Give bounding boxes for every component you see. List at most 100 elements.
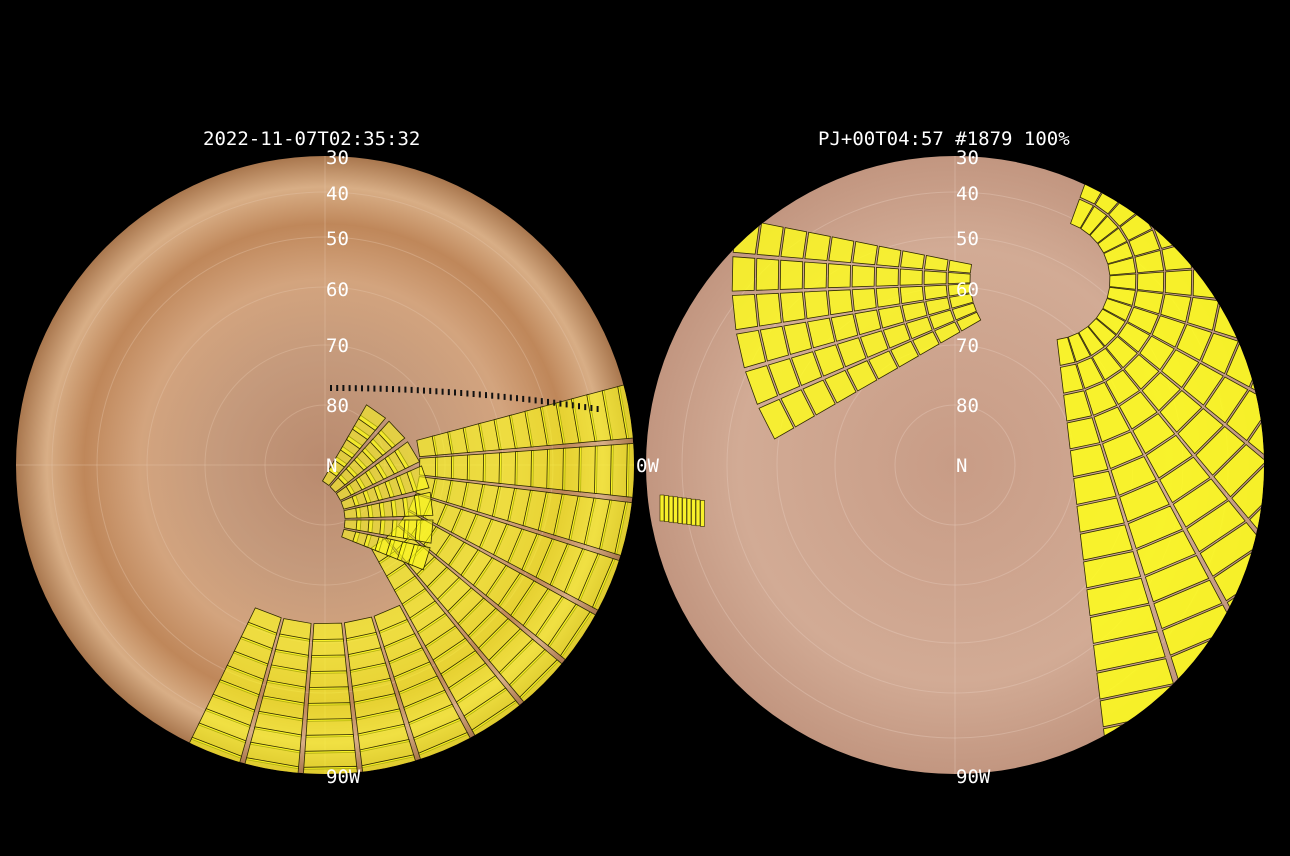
footprint-tile bbox=[1182, 38, 1236, 87]
track-footprints-outside bbox=[659, 494, 705, 527]
left-panel-title: 2022-11-07T02:35:32 bbox=[203, 128, 421, 150]
footprint-tile bbox=[803, 290, 830, 319]
lon-label-90w: 90W bbox=[956, 766, 991, 788]
footprint-tile bbox=[947, 283, 972, 297]
footprint-tile bbox=[830, 313, 859, 342]
footprint-tile bbox=[923, 270, 947, 285]
footprint-tile bbox=[803, 261, 828, 290]
footprint-tile bbox=[1172, 478, 1229, 528]
footprint-tile bbox=[664, 495, 669, 522]
footprint-tile bbox=[1270, 418, 1290, 476]
footprint-tile bbox=[951, 302, 977, 321]
footprint-tile bbox=[414, 519, 434, 544]
track-dot bbox=[348, 385, 351, 392]
footprint-tile bbox=[1164, 269, 1193, 296]
footprint-tile bbox=[1069, 444, 1109, 478]
footprint-tile bbox=[1278, 8, 1290, 72]
footprint-tile bbox=[1139, 335, 1175, 371]
footprint-tile bbox=[846, 360, 878, 392]
footprint-tile bbox=[1250, 350, 1264, 401]
footprint-tile bbox=[1253, 608, 1264, 675]
lat-label-30: 30 bbox=[956, 147, 979, 169]
footprint-tile bbox=[1080, 205, 1108, 236]
footprint-tile bbox=[1076, 357, 1105, 390]
footprint-tile bbox=[1268, 499, 1290, 562]
footprint-tile bbox=[875, 286, 901, 308]
footprint-tile bbox=[673, 496, 678, 524]
track-dot bbox=[565, 401, 568, 408]
footprint-tile bbox=[450, 454, 471, 481]
footprint-tile bbox=[695, 499, 701, 527]
footprint-tile bbox=[1277, 93, 1290, 152]
footprint-tile bbox=[934, 321, 961, 344]
footprint-tile bbox=[1076, 497, 1125, 533]
footprint-tile bbox=[1128, 229, 1161, 257]
footprint-tile bbox=[1215, 228, 1248, 267]
footprint-tile bbox=[1153, 579, 1223, 630]
footprint-tile bbox=[1167, 62, 1217, 108]
footprint-tile bbox=[434, 455, 455, 479]
footprint-tile bbox=[1240, 0, 1290, 3]
footprint-tile bbox=[1083, 551, 1142, 589]
track-dot bbox=[503, 393, 506, 400]
footprint-tile bbox=[1105, 369, 1140, 405]
footprint-tile bbox=[736, 329, 766, 369]
footprint-tile bbox=[802, 379, 836, 416]
footprint-tile bbox=[237, 772, 298, 774]
track-dot bbox=[522, 395, 525, 402]
footprint-tile bbox=[1102, 431, 1144, 470]
footprint-tile bbox=[1195, 426, 1246, 476]
footprint-tile bbox=[1164, 156, 1208, 176]
lat-label-70: 70 bbox=[326, 335, 349, 357]
footprint-tile bbox=[394, 441, 421, 470]
left-track-dots bbox=[330, 385, 599, 412]
footprint-tile bbox=[1066, 417, 1101, 450]
footprint-tile bbox=[1153, 86, 1199, 129]
footprint-tile bbox=[1134, 250, 1165, 274]
track-dot bbox=[379, 385, 382, 392]
footprint-tile bbox=[1091, 347, 1123, 381]
footprint-tile bbox=[1127, 505, 1183, 550]
footprint-tile bbox=[686, 498, 692, 525]
footprint-tile bbox=[1204, 376, 1249, 424]
footprint-tile bbox=[1119, 480, 1170, 523]
footprint-tile bbox=[1286, 517, 1290, 583]
footprint-tile bbox=[1182, 362, 1224, 406]
footprint-tile bbox=[1225, 0, 1290, 24]
footprint-tile bbox=[1078, 326, 1105, 356]
footprint-tile bbox=[851, 288, 877, 312]
footprint-tile bbox=[1145, 434, 1193, 479]
track-dot bbox=[354, 385, 357, 392]
footprint-tile bbox=[956, 311, 982, 332]
footprint-tile bbox=[1164, 177, 1203, 216]
footprint-tile bbox=[1056, 336, 1076, 366]
footprint-tile bbox=[1059, 363, 1084, 394]
footprint-tile bbox=[1139, 110, 1181, 150]
lat-label-60: 60 bbox=[956, 279, 979, 301]
footprint-tile bbox=[1132, 413, 1176, 455]
footprint-tile bbox=[779, 259, 804, 290]
footprint-tile bbox=[1127, 173, 1163, 210]
footprint-tile bbox=[1229, 180, 1264, 226]
footprint-tile bbox=[1186, 500, 1246, 553]
footprint-tile bbox=[1136, 530, 1197, 576]
footprint-tile bbox=[1086, 577, 1150, 617]
footprint-tile bbox=[790, 351, 823, 387]
footprint-tile bbox=[413, 491, 434, 517]
footprint-tile bbox=[1240, 50, 1290, 106]
footprint-tile bbox=[1105, 336, 1138, 369]
footprint-tile bbox=[1133, 290, 1164, 315]
track-dot bbox=[478, 391, 481, 398]
footprint-tile bbox=[1123, 156, 1163, 173]
footprint-tile bbox=[859, 330, 889, 358]
footprint-tile bbox=[924, 255, 949, 272]
footprint-tile bbox=[1254, 168, 1264, 219]
footprint-tile bbox=[1231, 462, 1264, 519]
track-dot bbox=[590, 405, 593, 411]
track-dot bbox=[472, 391, 475, 397]
footprint-tile bbox=[1089, 156, 1122, 181]
footprint-tile bbox=[1109, 94, 1150, 131]
footprint-tile bbox=[659, 494, 665, 522]
footprint-tile bbox=[905, 316, 933, 340]
